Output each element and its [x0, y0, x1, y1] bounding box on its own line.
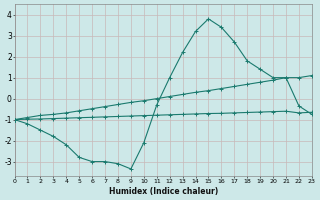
X-axis label: Humidex (Indice chaleur): Humidex (Indice chaleur) [108, 187, 218, 196]
